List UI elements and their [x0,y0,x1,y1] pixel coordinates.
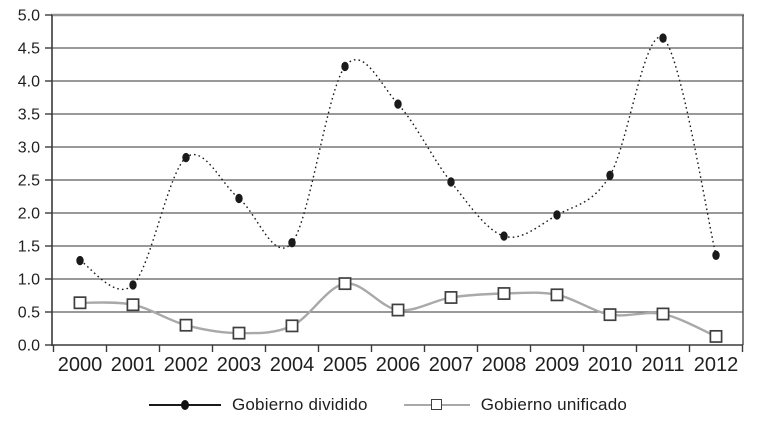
svg-text:2.0: 2.0 [18,206,40,223]
plot-svg: 0.00.51.01.52.02.53.03.54.04.55.0 2000 20… [18,8,744,376]
gridlines [52,47,743,313]
svg-text:5.0: 5.0 [18,8,40,25]
svg-text:3.5: 3.5 [18,107,40,124]
series-dividido-line [79,36,717,290]
open-square-marker-icon [403,394,470,416]
svg-text:2007: 2007 [429,354,474,376]
svg-text:3.0: 3.0 [18,140,40,157]
legend: Gobierno dividido Gobierno unificado [0,394,776,416]
legend-label-unificado: Gobierno unificado [480,395,628,414]
svg-text:2010: 2010 [588,354,633,376]
legend-item-dividido: Gobierno dividido [148,394,368,416]
series-unificado-markers [73,277,723,343]
svg-text:1.5: 1.5 [18,239,40,256]
svg-text:2012: 2012 [694,354,739,376]
svg-text:2000: 2000 [58,354,103,376]
x-axis-labels: 2000 2001 2002 2003 2004 2005 2006 2007 2008 2009… [58,354,739,376]
legend-item-unificado: Gobierno unificado [403,394,628,416]
filled-circle-icon [180,400,189,410]
svg-text:0.0: 0.0 [18,338,40,355]
svg-text:4.0: 4.0 [18,74,40,91]
svg-text:2.5: 2.5 [18,173,40,190]
svg-text:2002: 2002 [164,354,209,376]
open-square-icon [430,399,442,410]
svg-text:2011: 2011 [641,354,684,376]
svg-text:4.5: 4.5 [18,41,40,58]
y-axis-labels: 0.0 0.5 1.0 1.5 2.0 2.5 3.0 3.5 4.0 4.5 5.0 [18,8,40,355]
svg-text:0.5: 0.5 [18,305,40,322]
plot-border [51,13,744,346]
svg-text:1.0: 1.0 [18,272,40,289]
series-dividido-markers [76,33,720,290]
svg-text:2006: 2006 [376,354,421,376]
axis-ticks [45,14,744,352]
svg-text:2009: 2009 [535,354,580,376]
svg-text:2001: 2001 [111,354,156,376]
svg-text:2004: 2004 [270,354,315,376]
filled-circle-marker-icon [148,394,221,416]
svg-text:2003: 2003 [217,354,262,376]
svg-text:2008: 2008 [482,354,527,376]
legend-label-dividido: Gobierno dividido [231,395,368,414]
svg-text:2005: 2005 [323,354,368,376]
